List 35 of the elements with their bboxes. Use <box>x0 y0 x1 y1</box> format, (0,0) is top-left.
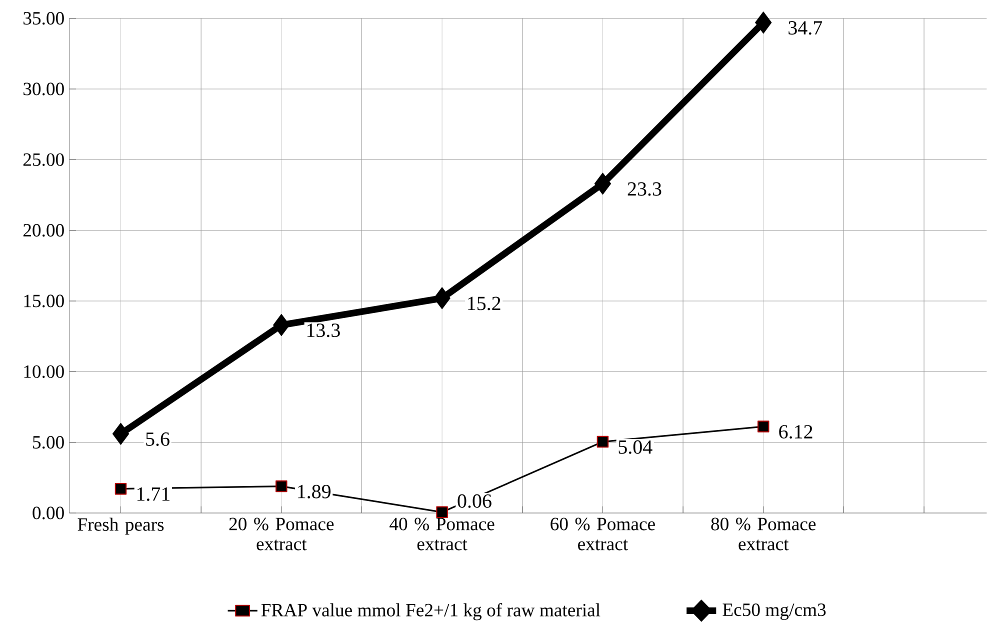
point <box>596 436 609 448</box>
data-label: 5.04 <box>618 440 652 454</box>
data-label: 1.71 <box>137 487 170 501</box>
point <box>434 287 450 310</box>
point <box>273 314 290 336</box>
y-tick-label: 5.00 <box>33 436 64 449</box>
data-label: 23.3 <box>628 182 662 196</box>
y-tick-label: 20.00 <box>23 224 64 237</box>
x-tick-label: 60 % Pomace extract <box>550 518 655 550</box>
point <box>758 420 770 432</box>
point <box>755 12 772 34</box>
point <box>112 422 130 445</box>
point <box>276 480 288 492</box>
y-tick-label: 0.00 <box>32 506 64 520</box>
x-tick-label: 40 % Pomace extract <box>390 518 494 550</box>
data-label: 1.89 <box>298 484 331 498</box>
legend-label: Ec50 mg/cm3 <box>722 603 826 620</box>
x-tick-label: Fresh pears <box>78 518 164 535</box>
point <box>114 482 127 495</box>
data-label: 15.2 <box>468 296 500 310</box>
point <box>436 506 448 518</box>
data-label: 5.6 <box>146 432 170 446</box>
y-tick-label: 30.00 <box>24 82 64 96</box>
y-tick-label: 10.00 <box>24 365 64 378</box>
data-label: 0.06 <box>458 494 492 508</box>
x-tick-label: 20 % Pomace extract <box>229 518 334 550</box>
y-tick-label: 15.00 <box>24 294 64 308</box>
data-label: 6.12 <box>779 425 812 439</box>
point <box>594 172 612 195</box>
y-tick-label: 25.00 <box>23 153 64 166</box>
data-label: 34.7 <box>788 21 822 35</box>
y-tick-label: 35.00 <box>24 12 64 25</box>
data-label: 13.3 <box>307 324 340 338</box>
x-tick-label: 80 % Pomace extract <box>711 518 816 550</box>
legend-label: FRAP value mmol Fe2+/1 kg of raw material <box>261 603 600 620</box>
